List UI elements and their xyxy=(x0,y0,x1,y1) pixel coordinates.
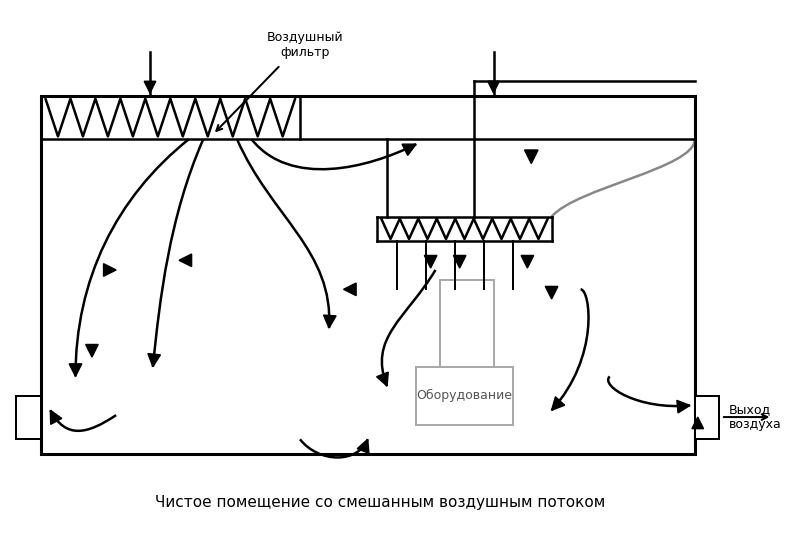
Polygon shape xyxy=(402,144,416,155)
Text: Воздушный
фильтр: Воздушный фильтр xyxy=(266,31,343,60)
Polygon shape xyxy=(376,372,388,386)
Polygon shape xyxy=(692,417,703,429)
Polygon shape xyxy=(424,256,437,268)
Polygon shape xyxy=(677,400,690,413)
Polygon shape xyxy=(524,150,538,164)
Polygon shape xyxy=(488,81,499,93)
Polygon shape xyxy=(545,286,558,299)
Polygon shape xyxy=(104,264,116,276)
Polygon shape xyxy=(50,410,62,424)
Polygon shape xyxy=(148,353,160,367)
Bar xyxy=(440,280,494,367)
Bar xyxy=(17,396,41,440)
Polygon shape xyxy=(144,81,156,93)
Polygon shape xyxy=(343,283,356,295)
Polygon shape xyxy=(454,256,466,268)
Polygon shape xyxy=(521,256,534,268)
Text: Оборудование: Оборудование xyxy=(417,389,512,402)
Bar xyxy=(41,96,695,454)
Polygon shape xyxy=(552,397,564,410)
Polygon shape xyxy=(357,440,369,454)
Polygon shape xyxy=(179,254,192,267)
Polygon shape xyxy=(86,344,98,357)
Polygon shape xyxy=(324,315,336,328)
Bar xyxy=(416,367,513,425)
Text: Чистое помещение со смешанным воздушным потоком: Чистое помещение со смешанным воздушным … xyxy=(155,495,605,509)
Text: Выход
воздуха: Выход воздуха xyxy=(729,403,781,431)
Bar xyxy=(695,396,719,440)
Polygon shape xyxy=(69,364,82,377)
